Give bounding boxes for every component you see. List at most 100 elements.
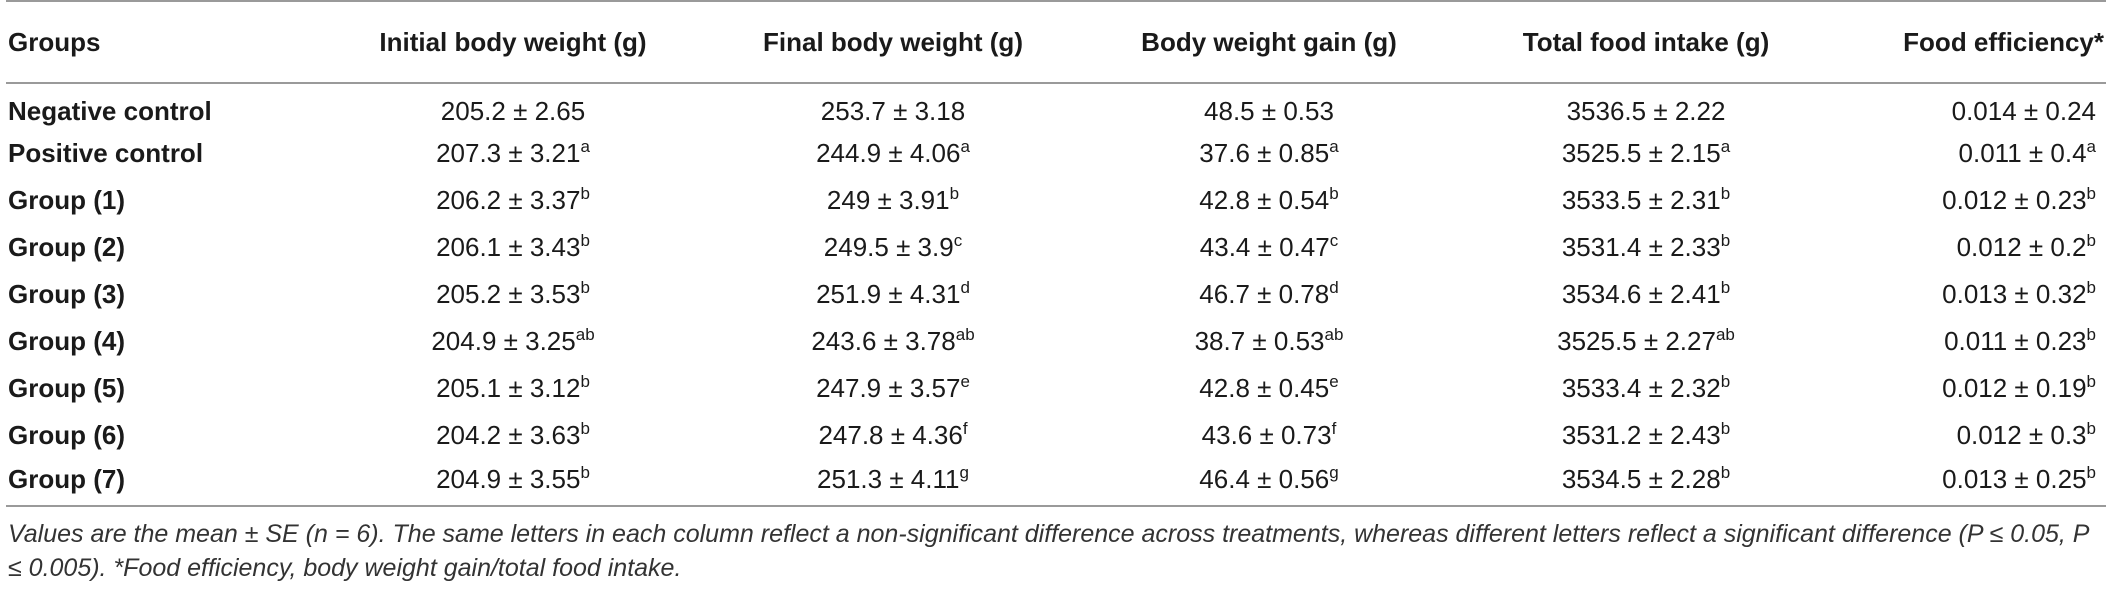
cell-value: 205.2 ± 2.65 <box>440 95 586 126</box>
cell-food-efficiency: 0.012 ± 0.23b <box>1832 177 2106 224</box>
cell-value: 3531.4 ± 2.33 <box>1561 232 1721 262</box>
cell-final-body-weight: 249 ± 3.91b <box>708 177 1078 224</box>
cell-body-weight-gain: 43.6 ± 0.73f <box>1078 412 1460 459</box>
cell-value: 247.9 ± 3.57 <box>816 373 961 403</box>
significance-letter: a <box>580 137 590 156</box>
cell-initial-body-weight: 205.1 ± 3.12b <box>318 365 708 412</box>
cell-body-weight-gain: 42.8 ± 0.54b <box>1078 177 1460 224</box>
significance-letter: a <box>960 137 970 156</box>
cell-value: 0.012 ± 0.3 <box>1956 420 2087 450</box>
significance-letter: b <box>949 184 960 203</box>
cell-final-body-weight: 253.7 ± 3.18 <box>708 83 1078 130</box>
significance-letter: b <box>2086 419 2096 438</box>
table-body: Negative control 205.2 ± 2.65 253.7 ± 3.18… <box>6 83 2106 507</box>
significance-letter: a <box>1720 137 1731 156</box>
cell-value: 3531.2 ± 2.43 <box>1561 420 1721 450</box>
cell-food-efficiency: 0.012 ± 0.19b <box>1832 365 2106 412</box>
cell-value: 205.2 ± 3.53 <box>436 279 581 309</box>
cell-food-efficiency: 0.012 ± 0.3b <box>1832 412 2106 459</box>
cell-body-weight-gain: 37.6 ± 0.85a <box>1078 130 1460 177</box>
table-row: Negative control 205.2 ± 2.65 253.7 ± 3.18… <box>6 83 2106 130</box>
cell-value: 0.013 ± 0.32 <box>1942 279 2087 309</box>
significance-letter: b <box>1720 231 1731 250</box>
cell-total-food-intake: 3531.4 ± 2.33b <box>1460 224 1832 271</box>
cell-value: 247.8 ± 4.36 <box>818 420 963 450</box>
cell-initial-body-weight: 204.9 ± 3.55b <box>318 459 708 507</box>
row-label: Group (7) <box>6 459 318 507</box>
significance-letter: b <box>2086 325 2096 344</box>
cell-final-body-weight: 244.9 ± 4.06a <box>708 130 1078 177</box>
row-label: Group (6) <box>8 420 125 450</box>
cell-food-efficiency: 0.011 ± 0.4a <box>1832 130 2106 177</box>
cell-food-efficiency: 0.012 ± 0.2b <box>1832 224 2106 271</box>
cell-initial-body-weight: 206.2 ± 3.37b <box>318 177 708 224</box>
significance-letter: a <box>2086 137 2096 156</box>
cell-value: 253.7 ± 3.18 <box>820 95 966 126</box>
cell-body-weight-gain: 48.5 ± 0.53 <box>1078 83 1460 130</box>
header-groups: Groups <box>6 0 318 84</box>
significance-letter: b <box>1720 419 1731 438</box>
significance-letter: a <box>1329 137 1339 156</box>
row-label: Group (3) <box>8 279 125 309</box>
cell-food-efficiency: 0.011 ± 0.23b <box>1832 318 2106 365</box>
table-row: Group (7) 204.9 ± 3.55b 251.3 ± 4.11g 46.4 … <box>6 459 2106 507</box>
cell-initial-body-weight: 206.1 ± 3.43b <box>318 224 708 271</box>
cell-total-food-intake: 3536.5 ± 2.22 <box>1460 83 1832 130</box>
cell-value: 3525.5 ± 2.27 <box>1557 326 1716 356</box>
significance-letter: b <box>580 184 590 203</box>
cell-value: 0.011 ± 0.4 <box>1958 138 2087 168</box>
significance-letter: ab <box>955 325 975 344</box>
significance-letter: b <box>2086 372 2096 391</box>
row-label: Group (5) <box>8 373 125 403</box>
header-row: Groups Initial body weight (g) Final bod… <box>6 0 2106 84</box>
cell-final-body-weight: 251.3 ± 4.11g <box>708 459 1078 507</box>
cell-value: 42.8 ± 0.45 <box>1199 373 1330 403</box>
significance-letter: b <box>2086 462 2096 482</box>
cell-body-weight-gain: 46.4 ± 0.56g <box>1078 459 1460 507</box>
header-initial-body-weight: Initial body weight (g) <box>318 0 708 84</box>
significance-letter: b <box>1329 184 1339 203</box>
cell-food-efficiency: 0.013 ± 0.25b <box>1832 459 2106 507</box>
significance-letter: g <box>1329 462 1339 482</box>
cell-value: 3536.5 ± 2.22 <box>1566 95 1726 126</box>
cell-value: 207.3 ± 3.21 <box>436 138 581 168</box>
header-final-body-weight: Final body weight (g) <box>708 0 1078 84</box>
cell-value: 0.012 ± 0.2 <box>1956 232 2087 262</box>
cell-value: 0.012 ± 0.23 <box>1942 185 2087 215</box>
cell-value: 3533.4 ± 2.32 <box>1561 373 1721 403</box>
cell-total-food-intake: 3533.4 ± 2.32b <box>1460 365 1832 412</box>
cell-initial-body-weight: 207.3 ± 3.21a <box>318 130 708 177</box>
cell-value: 204.9 ± 3.25 <box>431 326 576 356</box>
significance-letter: ab <box>575 325 595 344</box>
row-label: Group (4) <box>8 326 125 356</box>
table-row: Group (6) 204.2 ± 3.63b 247.8 ± 4.36f 43.6 … <box>6 412 2106 459</box>
cell-value: 3533.5 ± 2.31 <box>1561 185 1721 215</box>
cell-final-body-weight: 247.9 ± 3.57e <box>708 365 1078 412</box>
cell-value: 206.2 ± 3.37 <box>436 185 581 215</box>
cell-initial-body-weight: 204.9 ± 3.25ab <box>318 318 708 365</box>
cell-final-body-weight: 243.6 ± 3.78ab <box>708 318 1078 365</box>
cell-body-weight-gain: 42.8 ± 0.45e <box>1078 365 1460 412</box>
cell-initial-body-weight: 204.2 ± 3.63b <box>318 412 708 459</box>
cell-value: 244.9 ± 4.06 <box>816 138 961 168</box>
cell-final-body-weight: 247.8 ± 4.36f <box>708 412 1078 459</box>
cell-value: 46.4 ± 0.56 <box>1199 463 1330 494</box>
cell-body-weight-gain: 38.7 ± 0.53ab <box>1078 318 1460 365</box>
significance-letter: d <box>1329 278 1339 297</box>
header-body-weight-gain: Body weight gain (g) <box>1078 0 1460 84</box>
significance-letter: b <box>1720 278 1731 297</box>
cell-total-food-intake: 3525.5 ± 2.15a <box>1460 130 1832 177</box>
significance-letter: c <box>1329 231 1339 250</box>
table-header: Groups Initial body weight (g) Final bod… <box>6 0 2106 84</box>
cell-value: 3534.5 ± 2.28 <box>1561 463 1721 494</box>
cell-value: 0.011 ± 0.23 <box>1944 326 2087 356</box>
table-row: Positive control 207.3 ± 3.21a 244.9 ± 4.0… <box>6 130 2106 177</box>
cell-total-food-intake: 3534.6 ± 2.41b <box>1460 271 1832 318</box>
cell-value: 0.013 ± 0.25 <box>1942 463 2087 494</box>
cell-value: 3525.5 ± 2.15 <box>1561 138 1721 168</box>
cell-total-food-intake: 3534.5 ± 2.28b <box>1460 459 1832 507</box>
cell-value: 0.012 ± 0.19 <box>1942 373 2087 403</box>
significance-letter: b <box>2086 184 2096 203</box>
cell-total-food-intake: 3525.5 ± 2.27ab <box>1460 318 1832 365</box>
significance-letter: ab <box>1324 325 1344 344</box>
